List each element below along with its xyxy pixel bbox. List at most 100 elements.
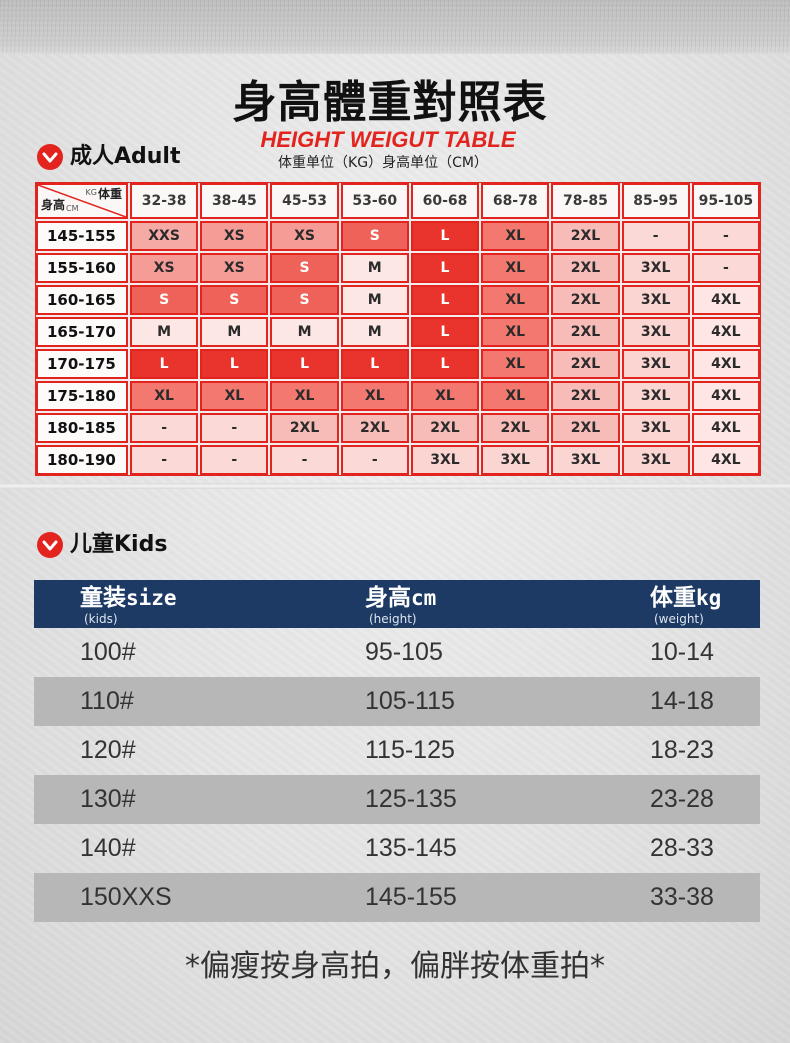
kids-row: 110# 105-115 14-18 [34,677,760,726]
size-cell: XL [270,381,339,411]
kids-size-cell: 100# [80,638,136,666]
size-cell: S [200,285,269,315]
size-cell: XL [481,317,550,347]
size-cell: L [200,349,269,379]
height-range-cell: 180-185 [36,413,128,443]
size-cell: 3XL [551,445,620,475]
size-cell: 3XL [621,381,690,411]
size-cell: XS [200,221,269,251]
kids-weight-cell: 14-18 [650,687,714,715]
kids-header-size-cn: 童装 [80,585,126,611]
kids-table-header: 童装size (kids) 身高cm (height) 体重kg (weight… [34,580,760,628]
height-range-cell: 170-175 [36,349,128,379]
kids-size-cell: 120# [80,736,136,764]
kids-height-cell: 95-105 [365,638,443,666]
size-cell: XL [481,381,550,411]
size-cell: XS [200,253,269,283]
kids-header-size-en: size [126,586,177,610]
adult-section-label: 成人Adult [70,144,181,169]
size-cell: XL [130,381,199,411]
page-subtitle: HEIGHT WEIGUT TABLE [260,127,516,152]
size-cell: 3XL [621,317,690,347]
kids-header-height-en: cm [411,586,437,610]
size-cell: M [130,317,199,347]
adult-size-table: KG体重 身高CM 32-38 38-45 45-53 53-60 60-68 68-78… [35,182,761,476]
kids-weight-cell: 28-33 [650,834,714,862]
page-title: 身高體重對照表 [232,77,548,128]
weight-range-header: 78-85 [551,183,620,219]
size-cell: 2XL [551,285,620,315]
size-cell: S [270,285,339,315]
size-cell: M [340,317,409,347]
size-cell: M [340,285,409,315]
kids-size-cell: 150XXS [80,883,172,911]
size-cell: - [270,445,339,475]
weight-label: 体重 [97,187,122,201]
weight-range-header: 60-68 [410,183,480,219]
weight-unit: KG [85,188,97,197]
size-cell: 2XL [551,381,620,411]
weight-range-header: 68-78 [481,183,550,219]
size-cell: M [270,317,339,347]
size-cell: L [340,349,409,379]
units-note: 体重单位（KG）身高单位（CM） [278,155,488,171]
size-cell: 3XL [621,349,690,379]
size-cell: M [200,317,269,347]
height-range-cell: 155-160 [36,253,128,283]
kids-size-cell: 130# [80,785,136,813]
size-cell: XL [340,381,409,411]
kids-row: 150XXS 145-155 33-38 [34,873,760,922]
weight-range-header: 45-53 [270,183,339,219]
size-cell: L [410,285,480,315]
kids-header-weight: 体重kg (weight) [650,584,721,626]
size-cell: XL [481,285,550,315]
kids-size-cell: 140# [80,834,136,862]
kids-size-cell: 110# [80,687,134,715]
size-cell: L [130,349,199,379]
kids-weight-cell: 33-38 [650,883,714,911]
size-cell: L [270,349,339,379]
size-cell: 2XL [270,413,339,443]
size-cell: 2XL [340,413,409,443]
height-range-cell: 175-180 [36,381,128,411]
size-cell: S [340,221,409,251]
size-cell: XL [410,381,480,411]
size-cell: XS [270,221,339,251]
height-range-cell: 145-155 [36,221,128,251]
size-cell: L [410,253,480,283]
kids-header-weight-sub: (weight) [654,612,704,626]
size-cell: - [130,413,199,443]
size-cell: L [410,349,480,379]
size-cell: - [200,445,269,475]
kids-row: 100# 95-105 10-14 [34,628,760,677]
size-cell: L [410,317,480,347]
height-label: 身高 [41,198,66,212]
height-unit: CM [66,204,79,213]
size-cell: XXS [130,221,199,251]
section-divider [0,483,790,489]
size-cell: 3XL [621,285,690,315]
kids-row: 130# 125-135 23-28 [34,775,760,824]
size-cell: S [270,253,339,283]
size-cell: - [691,253,760,283]
size-cell: - [621,221,690,251]
size-cell: - [691,221,760,251]
weight-range-header: 32-38 [130,183,199,219]
size-cell: 4XL [691,285,760,315]
size-cell: XS [130,253,199,283]
kids-header-height: 身高cm (height) [365,584,436,626]
size-cell: 4XL [691,381,760,411]
kids-height-cell: 125-135 [365,785,457,813]
size-cell: 2XL [410,413,480,443]
kids-size-table: 100# 95-105 10-14 110# 105-115 14-18 120# 115-1… [34,628,760,922]
chevron-down-icon [37,144,63,170]
chevron-down-icon [37,532,63,558]
size-cell: 2XL [551,317,620,347]
kids-row: 140# 135-145 28-33 [34,824,760,873]
corner-height-label: 身高CM [41,197,79,217]
size-cell: 4XL [691,413,760,443]
size-cell: 4XL [691,317,760,347]
height-range-cell: 160-165 [36,285,128,315]
size-cell: 4XL [691,349,760,379]
